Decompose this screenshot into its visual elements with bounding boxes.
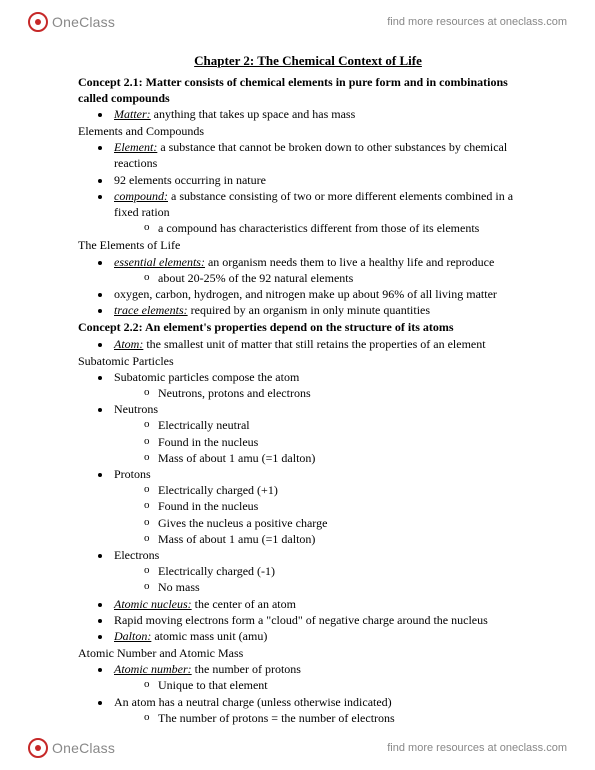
list-matter: Matter: anything that takes up space and… <box>78 106 538 122</box>
electron-sub1: Electrically charged (-1) <box>144 563 538 579</box>
trace-term: trace elements: <box>114 303 188 317</box>
neutral-charge-item: An atom has a neutral charge (unless oth… <box>112 694 538 726</box>
compound-item: compound: a substance consisting of two … <box>112 188 538 237</box>
sub-compose-item: Subatomic particles compose the atom Neu… <box>112 369 538 401</box>
footer-logo-word-one: One <box>52 740 79 756</box>
footer-logo-word-class: Class <box>79 740 115 756</box>
logo-word-one: One <box>52 14 79 30</box>
page-header: OneClass find more resources at oneclass… <box>0 12 595 32</box>
section-elements-compounds: Elements and Compounds <box>78 123 538 139</box>
ochn-item: oxygen, carbon, hydrogen, and nitrogen m… <box>112 286 538 302</box>
sub-compose-sub-item: Neutrons, protons and electrons <box>144 385 538 401</box>
cloud-item: Rapid moving electrons form a "cloud" of… <box>112 612 538 628</box>
essential-sub-item: about 20-25% of the 92 natural elements <box>144 270 538 286</box>
neutrons-item: Neutrons Electrically neutral Found in t… <box>112 401 538 466</box>
electrons-sublist: Electrically charged (-1) No mass <box>114 563 538 595</box>
neutron-sub3: Mass of about 1 amu (=1 dalton) <box>144 450 538 466</box>
essential-def: an organism needs them to live a healthy… <box>205 255 494 269</box>
compound-def: a substance consisting of two or more di… <box>114 189 513 219</box>
footer-tagline: find more resources at oneclass.com <box>387 741 567 756</box>
section-subatomic: Subatomic Particles <box>78 353 538 369</box>
neutrons-sublist: Electrically neutral Found in the nucleu… <box>114 417 538 466</box>
logo-icon <box>28 12 48 32</box>
atom-item: Atom: the smallest unit of matter that s… <box>112 336 538 352</box>
trace-item: trace elements: required by an organism … <box>112 302 538 318</box>
brand-logo: OneClass <box>28 12 115 32</box>
atom-term: Atom: <box>114 337 143 351</box>
atomic-number-def: the number of protons <box>192 662 301 676</box>
matter-item: Matter: anything that takes up space and… <box>112 106 538 122</box>
proton-sub4: Mass of about 1 amu (=1 dalton) <box>144 531 538 547</box>
concept-2-2-heading: Concept 2.2: An element's properties dep… <box>78 319 538 335</box>
elements-92-item: 92 elements occurring in nature <box>112 172 538 188</box>
trace-def: required by an organism in only minute q… <box>188 303 430 317</box>
electrons-item: Electrons Electrically charged (-1) No m… <box>112 547 538 596</box>
protons-sublist: Electrically charged (+1) Found in the n… <box>114 482 538 547</box>
logo-word-class: Class <box>79 14 115 30</box>
page-footer: OneClass find more resources at oneclass… <box>0 738 595 758</box>
list-atom: Atom: the smallest unit of matter that s… <box>78 336 538 352</box>
element-item: Element: a substance that cannot be brok… <box>112 139 538 171</box>
element-def: a substance that cannot be broken down t… <box>114 140 507 170</box>
atomic-number-item: Atomic number: the number of protons Uni… <box>112 661 538 693</box>
atomic-number-sublist: Unique to that element <box>114 677 538 693</box>
neutron-sub2: Found in the nucleus <box>144 434 538 450</box>
neutral-charge-sub-item: The number of protons = the number of el… <box>144 710 538 726</box>
neutral-charge-sublist: The number of protons = the number of el… <box>114 710 538 726</box>
nucleus-term: Atomic nucleus: <box>114 597 192 611</box>
proton-sub1: Electrically charged (+1) <box>144 482 538 498</box>
section-elements-of-life: The Elements of Life <box>78 237 538 253</box>
essential-term: essential elements: <box>114 255 205 269</box>
dalton-def: atomic mass unit (amu) <box>151 629 267 643</box>
matter-def: anything that takes up space and has mas… <box>151 107 356 121</box>
document-content: Chapter 2: The Chemical Context of Life … <box>78 52 538 726</box>
essential-sublist: about 20-25% of the 92 natural elements <box>114 270 538 286</box>
logo-text: OneClass <box>52 13 115 32</box>
section-atomic-number: Atomic Number and Atomic Mass <box>78 645 538 661</box>
list-subatomic: Subatomic particles compose the atom Neu… <box>78 369 538 644</box>
proton-sub3: Gives the nucleus a positive charge <box>144 515 538 531</box>
list-elements-compounds: Element: a substance that cannot be brok… <box>78 139 538 236</box>
compound-sub-item: a compound has characteristics different… <box>144 220 538 236</box>
footer-brand-logo: OneClass <box>28 738 115 758</box>
compound-term: compound: <box>114 189 168 203</box>
chapter-title: Chapter 2: The Chemical Context of Life <box>78 52 538 70</box>
sub-compose-sublist: Neutrons, protons and electrons <box>114 385 538 401</box>
concept-2-1-heading: Concept 2.1: Matter consists of chemical… <box>78 74 538 106</box>
matter-term: Matter: <box>114 107 151 121</box>
atomic-number-sub-item: Unique to that element <box>144 677 538 693</box>
footer-logo-text: OneClass <box>52 739 115 758</box>
compound-sublist: a compound has characteristics different… <box>114 220 538 236</box>
atom-def: the smallest unit of matter that still r… <box>143 337 485 351</box>
nucleus-item: Atomic nucleus: the center of an atom <box>112 596 538 612</box>
electron-sub2: No mass <box>144 579 538 595</box>
essential-item: essential elements: an organism needs th… <box>112 254 538 286</box>
dalton-term: Dalton: <box>114 629 151 643</box>
proton-sub2: Found in the nucleus <box>144 498 538 514</box>
footer-logo-icon <box>28 738 48 758</box>
protons-item: Protons Electrically charged (+1) Found … <box>112 466 538 547</box>
nucleus-def: the center of an atom <box>192 597 296 611</box>
header-tagline: find more resources at oneclass.com <box>387 15 567 30</box>
dalton-item: Dalton: atomic mass unit (amu) <box>112 628 538 644</box>
element-term: Element: <box>114 140 157 154</box>
list-atomic-number: Atomic number: the number of protons Uni… <box>78 661 538 726</box>
list-elements-of-life: essential elements: an organism needs th… <box>78 254 538 319</box>
atomic-number-term: Atomic number: <box>114 662 192 676</box>
neutron-sub1: Electrically neutral <box>144 417 538 433</box>
